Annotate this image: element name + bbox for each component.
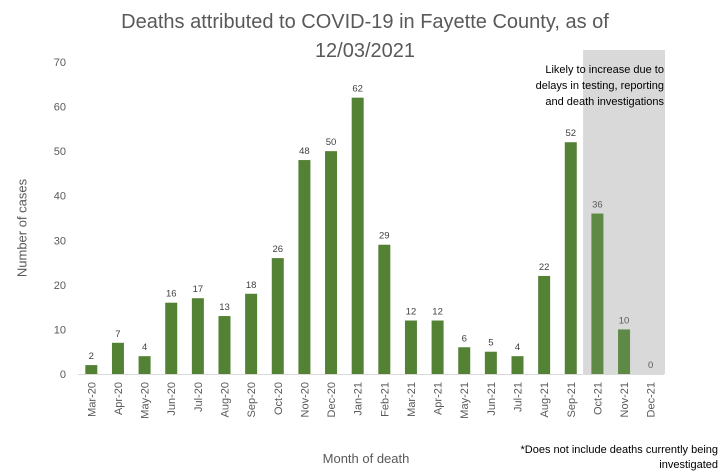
y-tick-70: 70 <box>54 57 66 69</box>
x-tick-oct-21: Oct-21 <box>592 382 604 415</box>
x-tick-nov-21: Nov-21 <box>619 382 631 417</box>
bar-mar-20 <box>85 365 98 374</box>
x-tick-jul-21: Jul-21 <box>513 382 525 412</box>
x-tick-mar-20: Mar-20 <box>86 382 98 417</box>
bar-jan-21 <box>351 97 364 375</box>
y-tick-60: 60 <box>54 102 66 114</box>
data-label-jun-21: 5 <box>488 338 493 349</box>
x-tick-oct-20: Oct-20 <box>273 382 285 415</box>
bar-apr-20 <box>111 342 124 374</box>
data-label-sep-21: 52 <box>565 128 576 139</box>
x-tick-nov-20: Nov-20 <box>299 382 311 417</box>
bar-jul-21 <box>511 356 524 374</box>
x-tick-jun-20: Jun-20 <box>166 382 178 416</box>
data-label-dec-20: 50 <box>326 137 337 148</box>
y-tick-10: 10 <box>54 324 66 336</box>
y-tick-40: 40 <box>54 191 66 203</box>
chart-title: Deaths attributed to COVID-19 in Fayette… <box>121 11 609 62</box>
data-label-jul-20: 17 <box>193 284 204 295</box>
data-label-aug-20: 13 <box>219 302 230 313</box>
data-label-oct-20: 26 <box>272 244 283 255</box>
data-label-apr-20: 7 <box>115 329 120 340</box>
x-tick-feb-21: Feb-21 <box>379 382 391 417</box>
data-label-may-21: 6 <box>462 333 467 344</box>
bar-jul-20 <box>191 298 204 374</box>
x-tick-apr-21: Apr-21 <box>433 382 445 415</box>
data-label-sep-20: 18 <box>246 280 257 291</box>
bar-oct-21 <box>591 213 604 374</box>
bar-jun-21 <box>484 351 497 374</box>
bar-jun-20 <box>165 302 178 374</box>
y-axis-label: Number of cases <box>14 178 30 278</box>
bar-may-20 <box>138 356 151 374</box>
data-label-nov-21: 10 <box>619 315 630 326</box>
x-tick-apr-20: Apr-20 <box>113 382 125 415</box>
x-tick-may-21: May-21 <box>459 382 471 419</box>
bar-mar-21 <box>404 320 417 374</box>
x-tick-dec-21: Dec-21 <box>646 382 658 417</box>
x-tick-aug-21: Aug-21 <box>539 382 551 417</box>
bar-may-21 <box>458 347 471 374</box>
data-label-oct-21: 36 <box>592 200 603 211</box>
y-tick-30: 30 <box>54 235 66 247</box>
data-label-may-20: 4 <box>142 342 147 353</box>
bar-oct-20 <box>271 258 284 374</box>
footnote: *Does not include deaths currently being… <box>520 444 718 471</box>
bar-dec-20 <box>325 151 338 374</box>
y-tick-0: 0 <box>60 369 66 381</box>
bar-sep-20 <box>245 293 258 374</box>
y-tick-50: 50 <box>54 146 66 158</box>
bar-sep-21 <box>564 142 577 374</box>
bar-nov-21 <box>618 329 631 374</box>
x-tick-jun-21: Jun-21 <box>486 382 498 416</box>
data-label-jan-21: 62 <box>352 84 363 95</box>
x-tick-dec-20: Dec-20 <box>326 382 338 417</box>
x-tick-may-20: May-20 <box>140 382 152 419</box>
bar-feb-21 <box>378 244 391 374</box>
data-label-aug-21: 22 <box>539 262 550 273</box>
data-label-apr-21: 12 <box>432 307 443 318</box>
bar-apr-21 <box>431 320 444 374</box>
shaded-region-note: Likely to increase due to delays in test… <box>535 64 664 108</box>
data-label-mar-21: 12 <box>406 307 417 318</box>
bar-aug-21 <box>538 275 551 374</box>
x-axis-label: Month of death <box>322 451 410 466</box>
data-label-jun-20: 16 <box>166 289 177 300</box>
bar-nov-20 <box>298 160 311 374</box>
x-tick-mar-21: Mar-21 <box>406 382 418 417</box>
y-tick-20: 20 <box>54 280 66 292</box>
data-label-feb-21: 29 <box>379 231 390 242</box>
x-tick-aug-20: Aug-20 <box>220 382 232 417</box>
data-label-mar-20: 2 <box>89 351 94 362</box>
x-tick-jul-20: Jul-20 <box>193 382 205 412</box>
data-label-jul-21: 4 <box>515 342 520 353</box>
x-tick-sep-20: Sep-20 <box>246 382 258 417</box>
data-label-nov-20: 48 <box>299 146 310 157</box>
x-tick-jan-21: Jan-21 <box>353 382 365 416</box>
data-label-dec-21: 0 <box>648 360 653 371</box>
bar-aug-20 <box>218 316 231 374</box>
x-tick-sep-21: Sep-21 <box>566 382 578 417</box>
